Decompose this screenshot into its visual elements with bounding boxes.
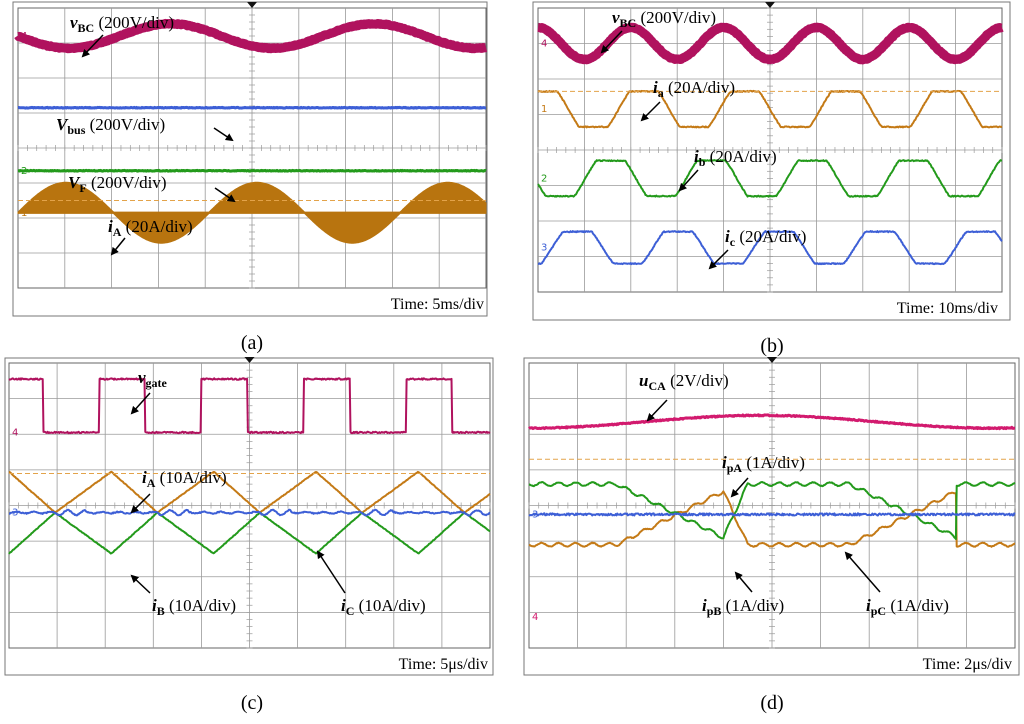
panel-c-scope: 43 [8,357,491,649]
panel-d-caption: (d) [760,692,783,714]
channel-marker: 4 [532,612,538,623]
trace-iC [8,508,491,517]
svg-text:iA (10A/div): iA (10A/div) [142,468,227,490]
panel-d-traces: 34 [528,413,1016,623]
panel-b-scope: 4 1 2 3 [534,2,1006,293]
label-c-vgate: vgate [130,368,168,415]
label-a-VF: VF (200V/div) [68,173,236,203]
panel-c-grid [8,357,491,649]
trigger-marker [247,2,257,8]
trace-ia [537,89,1003,129]
panel-b-traces: 4 1 2 3 [534,22,1006,266]
panel-d-scope: 34 [528,357,1016,649]
svg-text:vgate: vgate [138,368,168,390]
panel-a-traces: 4 2 1 [14,18,490,244]
label-d-ipC: ipC (1A/div) [844,551,949,618]
svg-text:ipB (1A/div): ipB (1A/div) [702,596,784,618]
label-b-ib: ib (20A/div) [678,147,777,192]
trace-ipC [528,512,1016,517]
label-a-iA: iA (20A/div) [108,217,193,256]
channel-marker-vBC: 4 [541,39,547,50]
svg-text:vBC (200V/div): vBC (200V/div) [612,8,716,30]
svg-text:ib (20A/div): ib (20A/div) [694,147,777,169]
panel-b: 4 1 2 3 Time: 10ms/div vBC (200V/div) ia (2… [532,1,1011,357]
svg-text:VF (200V/div): VF (200V/div) [68,173,166,195]
channel-marker-ib: 2 [541,173,547,184]
panel-a-timebase: Time: 5ms/div [391,296,484,313]
panel-a-grid [17,2,487,289]
label-a-vBC: vBC (200V/div) [70,13,174,58]
svg-text:ipC (1A/div): ipC (1A/div) [866,596,949,618]
label-d-ipB: ipB (1A/div) [702,571,784,618]
channel-marker-ic: 3 [541,243,547,254]
trace-ipB [528,481,1016,540]
panel-d: 34 Time: 2μs/div uCA (2V/div) ipA (1A/di… [523,357,1020,714]
trace-vBC [534,22,1006,65]
panel-d-timebase: Time: 2μs/div [923,656,1012,673]
label-d-uCA: uCA (2V/div) [639,371,729,422]
channel-marker-VF: 2 [21,166,27,177]
channel-marker-vgate: 4 [12,427,18,438]
trigger-marker [765,2,775,8]
channel-marker-ipC: 3 [532,509,538,520]
panel-c: 43 Time: 5μs/div vgate iA (10A/div) iB (… [4,357,494,714]
panel-c-traces: 43 [8,377,491,555]
channel-marker-ia: 1 [541,104,547,115]
panel-b-timebase: Time: 10ms/div [897,300,998,317]
channel-marker-iC: 3 [12,508,18,519]
trigger-marker [244,357,255,363]
trace-vBC [14,18,490,54]
svg-text:vBC (200V/div): vBC (200V/div) [70,13,174,35]
svg-text:ia (20A/div): ia (20A/div) [653,78,735,100]
channel-marker-vBC: 4 [21,31,27,42]
panel-b-caption: (b) [760,335,783,357]
label-d-ipA: ipA (1A/div) [722,453,805,498]
trace-ib [537,159,1003,198]
trigger-marker [767,357,777,363]
trace-ipA [528,490,1016,548]
trace-uCA [528,413,1016,431]
label-c-iC: iC (10A/div) [316,550,426,618]
panel-a-caption: (a) [241,332,263,354]
label-c-iA: iA (10A/div) [130,468,227,514]
trace-iB [8,511,491,555]
svg-text:iC (10A/div): iC (10A/div) [341,596,426,618]
trace-ic [537,230,1003,266]
svg-text:uCA (2V/div): uCA (2V/div) [639,371,729,393]
panel-a-scope: 4 2 1 [14,2,490,289]
label-b-ic: ic (20A/div) [708,227,806,270]
svg-text:ipA (1A/div): ipA (1A/div) [722,453,805,475]
trace-vgate [8,377,491,435]
trace-iA [17,181,487,244]
panel-a: 4 2 1 Time: 5ms/div vBC (200V/div) Vbus (2… [12,1,490,354]
svg-text:ic (20A/div): ic (20A/div) [725,227,806,249]
label-b-vBC: vBC (200V/div) [600,8,716,54]
svg-text:iB (10A/div): iB (10A/div) [152,596,236,618]
panel-b-grid [537,2,1003,293]
label-c-iB: iB (10A/div) [130,574,236,618]
svg-text:Vbus (200V/div): Vbus (200V/div) [56,115,165,137]
panel-c-timebase: Time: 5μs/div [399,656,488,673]
panel-d-grid [528,357,1016,649]
channel-marker-iA: 1 [21,208,27,219]
svg-text:iA (20A/div): iA (20A/div) [108,217,193,239]
trace-Vbus [17,105,487,110]
panel-c-caption: (c) [241,692,263,714]
trace-iA [8,470,491,514]
label-a-Vbus: Vbus (200V/div) [56,115,234,142]
trace-VF [17,168,487,173]
label-b-ia: ia (20A/div) [640,78,735,122]
